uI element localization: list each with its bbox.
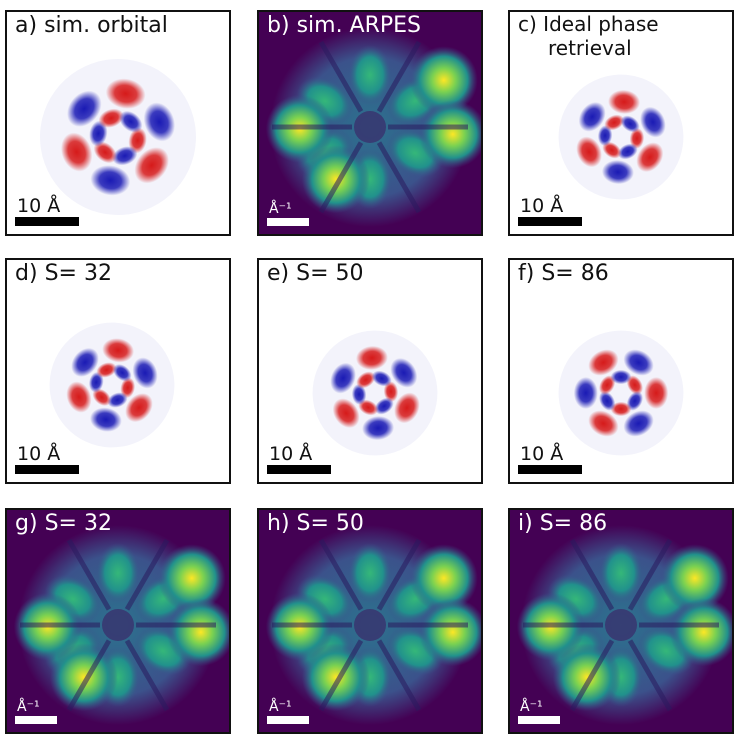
panel-f-orbital-s86: f) S= 86 10 Å	[508, 258, 734, 484]
panel-label: d) S= 32	[15, 261, 112, 286]
scale-bar-text: Å⁻¹	[269, 201, 292, 217]
scale-bar-text: Å⁻¹	[269, 699, 292, 715]
scale-bar: 10 Å	[15, 444, 79, 474]
orbital-image	[312, 330, 438, 456]
panel-g-arpes-s32: g) S= 32 Å⁻¹	[5, 508, 231, 734]
panel-d-orbital-s32: d) S= 32 10 Å	[5, 258, 231, 484]
scale-bar: 10 Å	[267, 444, 331, 474]
scale-bar-text: 10 Å	[520, 195, 564, 217]
scale-bar-text: 10 Å	[17, 195, 61, 217]
scale-bar-text: 10 Å	[17, 443, 61, 465]
scale-bar: 10 Å	[518, 444, 582, 474]
scale-bar-text: 10 Å	[520, 443, 564, 465]
panel-label: f) S= 86	[518, 261, 609, 286]
arpes-image	[13, 525, 229, 725]
scale-bar: Å⁻¹	[267, 699, 309, 724]
scale-bar-text: Å⁻¹	[520, 699, 543, 715]
panel-b-sim-arpes: b) sim. ARPES Å⁻¹	[257, 10, 483, 236]
arpes-image	[265, 525, 481, 725]
panel-label: e) S= 50	[267, 261, 364, 286]
panel-i-arpes-s86: i) S= 86 Å⁻¹	[508, 508, 734, 734]
orbital-image	[49, 322, 175, 448]
orbital-image	[558, 330, 684, 456]
panel-label: i) S= 86	[518, 511, 608, 536]
scale-bar: 10 Å	[15, 196, 79, 226]
scale-bar: Å⁻¹	[518, 699, 560, 724]
panel-label: b) sim. ARPES	[267, 13, 422, 38]
panel-label: a) sim. orbital	[15, 13, 168, 38]
panel-label: g) S= 32	[15, 511, 112, 536]
scale-bar: Å⁻¹	[15, 699, 57, 724]
scale-bar-text: 10 Å	[269, 443, 313, 465]
panel-e-orbital-s50: e) S= 50 10 Å	[257, 258, 483, 484]
panel-c-ideal-phase-retrieval: c) Ideal phase retrieval 10 Å	[508, 10, 734, 236]
panel-label: h) S= 50	[267, 511, 364, 536]
scale-bar: 10 Å	[518, 196, 582, 226]
arpes-image	[516, 525, 732, 725]
orbital-image	[40, 59, 196, 215]
scale-bar: Å⁻¹	[267, 201, 309, 226]
arpes-image	[265, 27, 481, 227]
orbital-image	[558, 74, 684, 200]
panel-h-arpes-s50: h) S= 50 Å⁻¹	[257, 508, 483, 734]
panel-a-sim-orbital: a) sim. orbital 10 Å	[5, 10, 231, 236]
scale-bar-text: Å⁻¹	[17, 699, 40, 715]
panel-label: c) Ideal phase retrieval	[518, 12, 659, 60]
